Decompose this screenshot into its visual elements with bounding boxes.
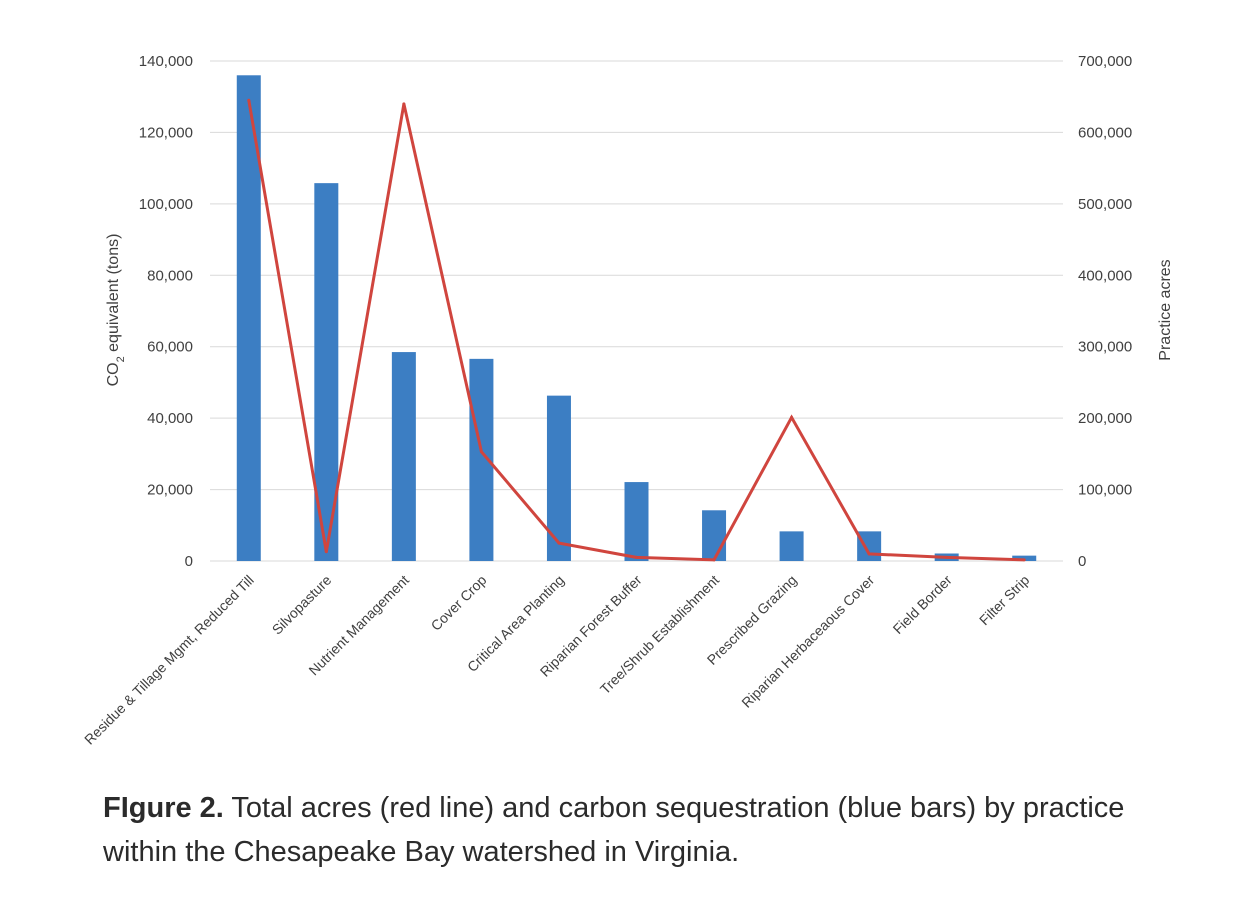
category-label: Cover Crop	[428, 572, 490, 634]
line-point	[635, 555, 638, 559]
bar	[702, 510, 727, 561]
line-point	[790, 415, 794, 419]
figure-caption-text: Total acres (red line) and carbon seques…	[103, 792, 1125, 868]
category-label: Riparian Herbaceaous Cover	[738, 572, 877, 711]
right-tick-label: 300,000	[1078, 339, 1132, 356]
bar	[236, 75, 261, 562]
left-tick-label: 40,000	[147, 410, 193, 427]
gridlines	[210, 60, 1063, 562]
right-tick-label: 600,000	[1078, 124, 1132, 141]
category-label: Filter Strip	[976, 572, 1033, 629]
line-point	[1022, 558, 1026, 562]
bar	[1012, 555, 1037, 561]
right-tick-label: 200,000	[1078, 410, 1132, 427]
right-tick-label: 700,000	[1078, 53, 1132, 70]
bar	[779, 531, 804, 561]
line-point	[479, 450, 483, 454]
left-tick-label: 20,000	[147, 482, 193, 499]
left-tick-label: 100,000	[139, 196, 193, 213]
left-axis-ticks: 0 20,000 40,000 60,000 80,000 100,000 120,000 1…	[139, 53, 193, 570]
line-point	[247, 98, 251, 102]
category-label: Field Border	[890, 572, 955, 637]
left-tick-label: 60,000	[147, 339, 193, 356]
line-point	[557, 541, 561, 545]
left-tick-label: 120,000	[139, 124, 193, 141]
line-series-acres	[247, 98, 1026, 562]
category-label: Residue & Tillage Mgmt, Reduced Till	[81, 572, 257, 748]
bar	[857, 531, 882, 561]
line-point	[402, 102, 406, 106]
line-point	[867, 552, 871, 556]
bar	[624, 482, 649, 561]
left-axis-title: CO2 equivalent (tons)	[105, 234, 127, 387]
right-tick-label: 0	[1078, 553, 1086, 570]
left-tick-label: 0	[185, 553, 193, 570]
right-tick-label: 100,000	[1078, 482, 1132, 499]
line-point	[945, 555, 949, 559]
right-tick-label: 400,000	[1078, 267, 1132, 284]
left-tick-label: 140,000	[139, 53, 193, 70]
right-axis-title: Practice acres	[1157, 259, 1174, 360]
line-point	[712, 558, 716, 562]
bar	[391, 352, 416, 561]
category-labels: Residue & Tillage Mgmt, Reduced Till Silv…	[81, 572, 1032, 748]
right-tick-label: 500,000	[1078, 196, 1132, 213]
bar	[546, 395, 571, 561]
category-label: Silvopasture	[269, 572, 335, 638]
left-tick-label: 80,000	[147, 267, 193, 284]
right-axis-ticks: 0 100,000 200,000 300,000 400,000 500,000 600,…	[1078, 53, 1132, 570]
combo-chart: 0 20,000 40,000 60,000 80,000 100,000 120,000 1…	[81, 53, 1174, 748]
figure-caption: FIgure 2. Total acres (red line) and car…	[103, 786, 1203, 874]
line-point	[324, 550, 328, 554]
figure-caption-label: FIgure 2.	[103, 792, 224, 824]
bar-series-co2	[236, 75, 1037, 562]
